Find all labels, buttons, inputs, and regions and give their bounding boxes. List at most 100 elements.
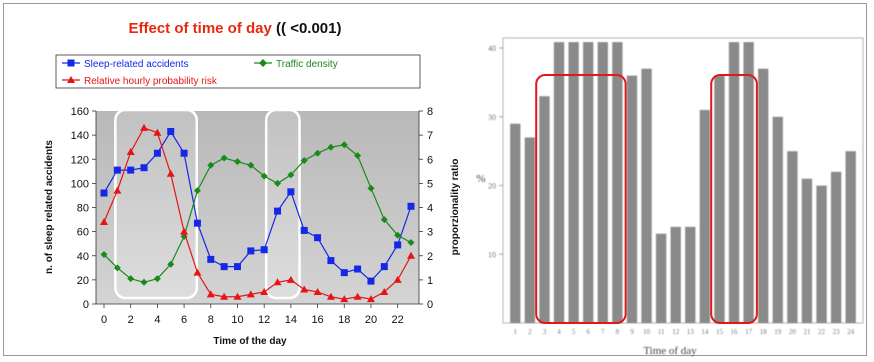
data-point [366,295,375,303]
legend-item-traffic: Traffic density [254,59,338,70]
data-point [314,234,322,242]
data-point [340,295,349,303]
data-point [327,143,335,151]
x-tick-label: 4 [154,314,160,326]
title-pvalue: (( <0.001) [276,20,342,37]
title-main: Effect of time of day [128,20,272,37]
data-point [140,278,148,286]
bar [612,42,623,323]
data-point [260,246,268,254]
y-tick-label: 100 [71,178,89,190]
right-bars-group [510,42,856,323]
figure-border [3,3,867,356]
y2-tick-label: 7 [427,130,433,142]
legend-traffic-label: Traffic density [276,59,338,70]
y2-tick-label: 8 [427,106,433,118]
legend-triangle-marker [67,76,75,83]
data-point [166,169,175,177]
data-point [247,247,255,255]
bar [568,42,579,323]
data-point [273,278,282,286]
data-point [167,128,175,136]
data-point [353,292,362,300]
right-x-tick-label: 6 [586,328,590,336]
data-point [327,257,335,265]
right-x-tick-label: 14 [701,328,709,336]
data-point [233,292,242,300]
right-x-tick-label: 7 [601,328,605,336]
data-point [393,275,402,283]
data-point [193,219,201,227]
y-tick-label: 20 [77,275,89,287]
data-point [274,179,282,187]
right-x-axis-title: Time of day [643,345,697,357]
data-point [287,188,295,196]
x-tick-label: 14 [285,314,297,326]
bar [801,178,813,323]
data-point [260,287,269,295]
right-x-tick-label: 17 [745,328,753,336]
right-y-tick-label: 30 [488,113,496,122]
right-x-tick-label: 8 [616,328,620,336]
data-point [274,207,282,215]
data-point [220,154,228,162]
right-highlight-box-2 [710,74,758,324]
data-point [207,161,215,169]
data-point [113,264,121,272]
data-point [340,141,348,149]
legend-square-marker [67,59,75,67]
data-point [367,277,375,285]
x-tick-label: 16 [311,314,323,326]
bar [772,116,784,323]
data-point [126,148,135,156]
bar [510,123,521,323]
left-chart-title: Effect of time of day (( <0.001) [0,20,470,37]
y-tick-label: 40 [77,251,89,263]
right-y-tick-label: 10 [488,250,496,259]
y-tick-label: 80 [77,203,89,215]
bar [597,42,609,323]
right-x-tick-label: 1 [514,328,518,336]
bar [685,226,696,323]
data-point [153,275,161,283]
data-point [260,172,268,180]
data-point [354,152,362,160]
left-series-group [100,123,415,303]
left-x-axis-title: Time of the day [213,336,287,347]
data-point [407,251,415,259]
left-y-axis-title: n. of sleep related accidents [44,140,55,274]
data-point [220,292,229,300]
data-point [233,158,241,166]
x-tick-label: 8 [208,314,214,326]
y-tick-label: 120 [71,154,89,166]
right-y-tick-label: 20 [488,182,496,191]
right-x-tick-label: 18 [760,328,768,336]
data-point [180,149,188,157]
data-point [100,217,108,225]
bar [830,171,842,323]
y-tick-label: 60 [77,227,89,239]
data-point [193,187,201,195]
data-point [394,241,402,249]
right-x-tick-label: 24 [847,328,855,336]
right-x-tick-label: 12 [672,328,680,336]
x-tick-label: 2 [128,314,134,326]
bar [787,151,798,323]
bar [524,137,536,323]
right-x-tick-label: 4 [557,328,561,336]
x-tick-label: 10 [231,314,243,326]
series-risk [100,123,415,303]
data-point [287,171,295,179]
bar [670,226,681,323]
right-x-tick-label: 22 [818,328,826,336]
legend-diamond-marker [259,59,267,67]
y2-tick-label: 4 [427,203,433,215]
data-point [380,287,389,295]
right-highlight-boxes [535,74,758,324]
data-point [140,123,149,131]
data-point [207,255,215,263]
bar [845,151,856,323]
